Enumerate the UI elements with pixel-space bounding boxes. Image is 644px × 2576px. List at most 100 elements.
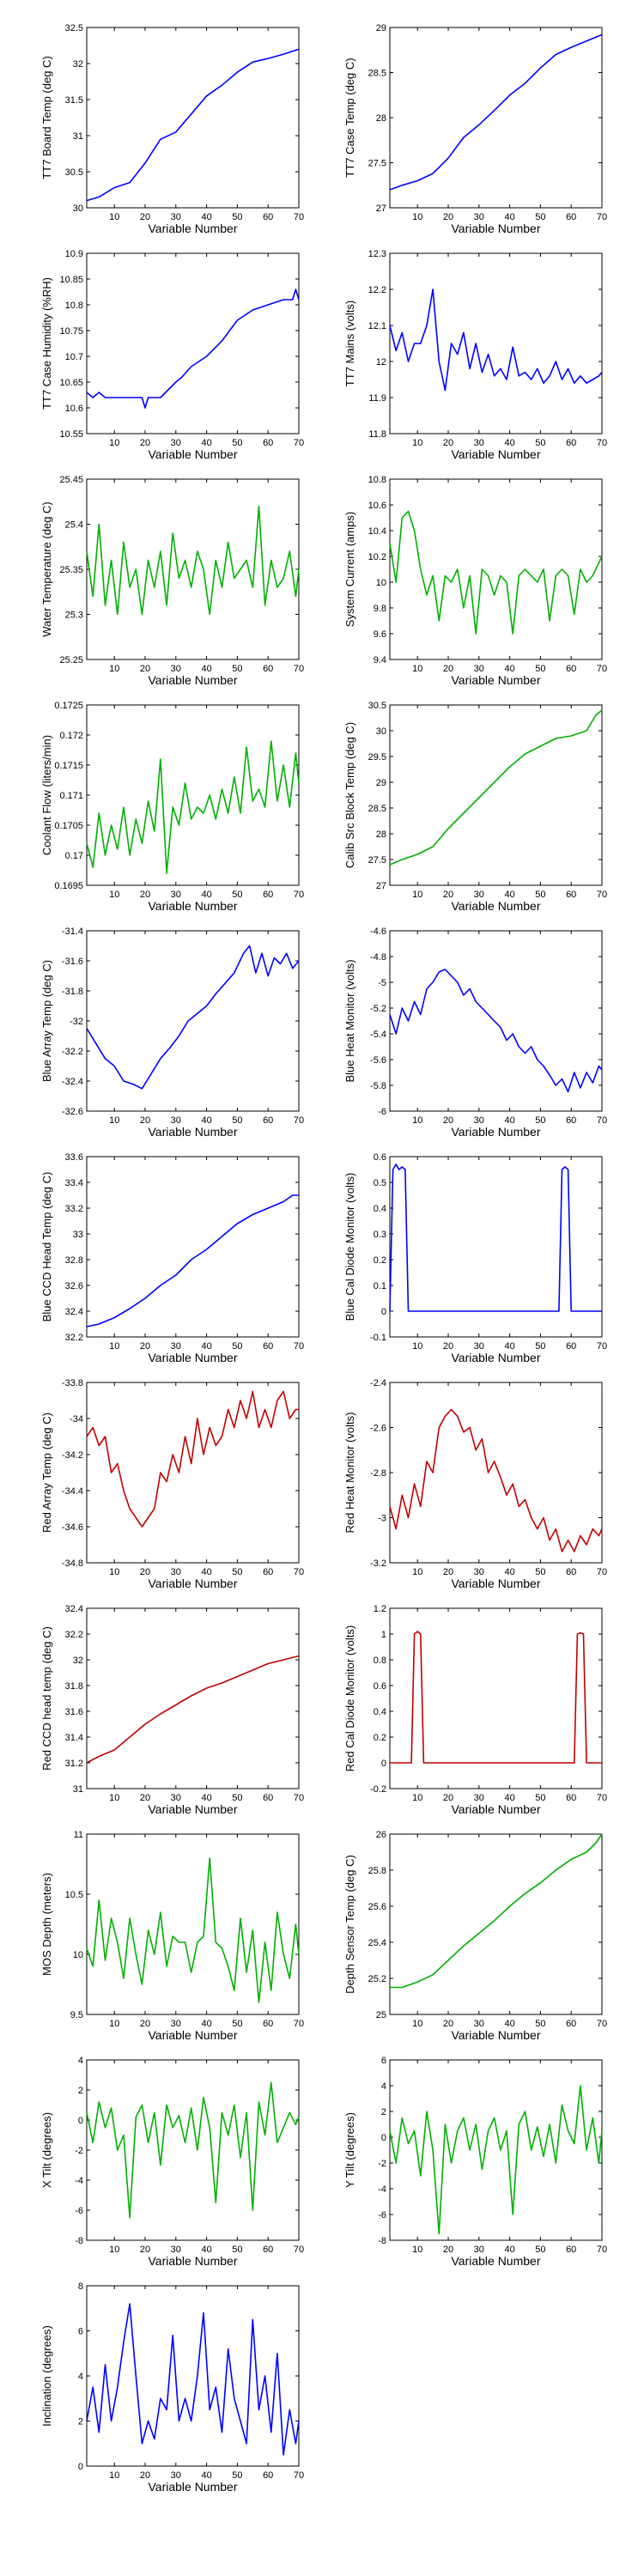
x-tick-label: 70	[294, 890, 304, 900]
y-tick-label: 0	[78, 2462, 83, 2472]
x-tick-label: 30	[171, 1115, 181, 1126]
y-tick-label: -6	[378, 2210, 386, 2221]
x-tick-label: 10	[412, 2019, 422, 2029]
y-tick-label: 32.6	[65, 1281, 83, 1291]
y-tick-label: 10	[73, 1950, 83, 1960]
x-tick-label: 20	[443, 664, 453, 674]
series-line	[86, 48, 300, 202]
y-tick-label: 10.6	[65, 404, 83, 414]
x-tick-label: 70	[294, 1793, 304, 1803]
x-tick-label: 20	[140, 1793, 150, 1803]
series-line	[389, 510, 603, 635]
y-tick-label: -32.6	[62, 1107, 83, 1117]
y-axis-label: Inclination (degrees)	[40, 2325, 53, 2427]
x-tick-label: 60	[566, 1341, 576, 1352]
x-tick-label: 20	[140, 890, 150, 900]
x-tick-label: 30	[171, 1793, 181, 1803]
chart-panel-21: 10 20 30 40 50 60 70 0 2 4 6 8 Variable Number Inclin…	[40, 2281, 304, 2494]
x-tick-label: 30	[474, 2019, 484, 2029]
x-tick-label: 40	[504, 1341, 514, 1352]
x-tick-label: 50	[535, 2245, 545, 2255]
chart-panel-19: 10 20 30 40 50 60 70 -8 -6 -4 -2 0 2 4 Variable Number…	[40, 2056, 304, 2268]
y-tick-label: 28	[376, 829, 386, 840]
y-tick-label: 32	[73, 59, 83, 70]
y-tick-label: 12	[376, 357, 386, 368]
y-axis-label: Blue CCD Head Temp (deg C)	[40, 1172, 53, 1322]
y-tick-label: -5.8	[370, 1081, 386, 1091]
y-tick-label: 2	[78, 2417, 83, 2427]
y-tick-label: 4	[78, 2372, 83, 2382]
x-axis-label: Variable Number	[148, 2028, 237, 2042]
y-axis-label: TT7 Case Humidity (%RH)	[40, 277, 53, 410]
y-tick-label: 10	[376, 578, 386, 588]
x-tick-label: 40	[504, 1567, 514, 1577]
x-tick-label: 10	[109, 2019, 119, 2029]
y-tick-label: -2.4	[370, 1378, 386, 1388]
x-tick-label: 70	[294, 438, 304, 448]
x-tick-label: 10	[109, 1341, 119, 1352]
chart-panel-14: 10 20 30 40 50 60 70 -3.2 -3 -2.8 -2.6 -2.4 Variable…	[343, 1378, 607, 1590]
x-axis-label: Variable Number	[451, 1802, 540, 1816]
chart-panel-4: 10 20 30 40 50 60 70 11.8 11.9 12 12.1 12.2 12.3 Vari…	[343, 249, 607, 461]
x-axis-label: Variable Number	[148, 2480, 237, 2494]
y-tick-label: -32.2	[62, 1047, 83, 1057]
y-tick-label: -4	[378, 2184, 386, 2195]
x-tick-label: 30	[171, 664, 181, 674]
y-tick-label: -2	[75, 2146, 83, 2156]
x-tick-label: 60	[566, 1793, 576, 1803]
y-tick-label: 0.2	[374, 1733, 386, 1743]
y-tick-label: 12.3	[368, 249, 386, 259]
y-tick-label: 31.2	[65, 1759, 83, 1769]
chart-panel-5: 10 20 30 40 50 60 70 25.25 25.3 25.35 25.4 25.45 Var…	[40, 475, 304, 687]
chart-panel-13: 10 20 30 40 50 60 70 -34.8 -34.6 -34.4 -34.2 -34 -33…	[40, 1378, 304, 1590]
y-tick-label: -33.8	[62, 1378, 83, 1388]
x-tick-label: 70	[597, 2019, 607, 2029]
x-axis-label: Variable Number	[148, 1351, 237, 1364]
series-line	[389, 33, 603, 191]
x-tick-label: 40	[201, 890, 211, 900]
series-line	[86, 505, 300, 616]
x-tick-label: 50	[232, 212, 242, 222]
x-tick-label: 60	[566, 890, 576, 900]
y-tick-label: 32.4	[65, 1307, 83, 1317]
y-tick-label: 4	[78, 2056, 83, 2066]
x-axis-label: Variable Number	[148, 673, 237, 687]
x-tick-label: 40	[504, 212, 514, 222]
y-tick-label: 0.2	[374, 1255, 386, 1266]
y-tick-label: 28.5	[368, 804, 386, 814]
plot-frame	[389, 1156, 603, 1338]
y-tick-label: 28.5	[368, 69, 386, 79]
y-axis-label: Depth Sensor Temp (deg C)	[343, 1855, 356, 1994]
y-tick-label: 0	[381, 2133, 386, 2143]
x-tick-label: 30	[171, 212, 181, 222]
x-tick-label: 60	[566, 664, 576, 674]
y-tick-label: 10.8	[368, 475, 386, 485]
x-tick-label: 70	[597, 1567, 607, 1577]
y-tick-label: 0.17	[65, 851, 83, 861]
y-tick-label: -31.6	[62, 957, 83, 967]
x-tick-label: 50	[535, 1793, 545, 1803]
x-tick-label: 10	[109, 2470, 119, 2481]
y-axis-label: System Current (amps)	[343, 512, 356, 627]
y-tick-label: -32	[70, 1017, 83, 1027]
y-axis-label: Water Temperature (deg C)	[40, 501, 53, 637]
series-line	[389, 2085, 603, 2235]
y-tick-label: 11.9	[368, 393, 386, 404]
x-tick-label: 10	[109, 212, 119, 222]
x-tick-label: 20	[140, 1115, 150, 1126]
plot-frame	[86, 1156, 300, 1338]
y-tick-label: -31.8	[62, 987, 83, 997]
x-tick-label: 10	[109, 1567, 119, 1577]
y-axis-label: Red Heat Monitor (volts)	[343, 1413, 356, 1534]
y-axis-label: Coolant Flow (liters/min)	[40, 735, 53, 855]
x-tick-label: 50	[535, 438, 545, 448]
y-tick-label: -34.6	[62, 1522, 83, 1533]
y-tick-label: 25.3	[65, 611, 83, 621]
y-tick-label: 6	[78, 2327, 83, 2337]
y-tick-label: 9.5	[70, 2010, 83, 2020]
plot-frame	[86, 1607, 300, 1789]
x-tick-label: 20	[140, 212, 150, 222]
y-tick-label: 31	[73, 1784, 83, 1795]
x-tick-label: 10	[412, 2245, 422, 2255]
x-tick-label: 30	[474, 2245, 484, 2255]
